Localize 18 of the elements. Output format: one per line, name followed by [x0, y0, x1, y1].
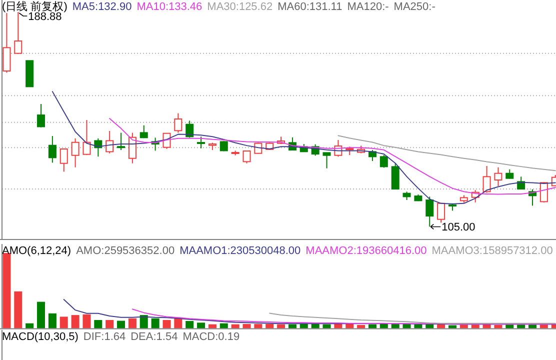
- text: MAAMO2:193660416.00: [306, 245, 427, 257]
- annotation: MA120:-: [347, 1, 390, 13]
- text: MAAMO3:158957312.00: [432, 245, 553, 257]
- text: MACD(10,30,5): [2, 331, 78, 343]
- annotation: MA60:131.11: [278, 1, 342, 13]
- annotation: 105.00: [442, 222, 476, 234]
- text: MAAMO1:230530048.00: [180, 245, 301, 257]
- text: MA30:125.62: [207, 1, 273, 13]
- annotation: MA250:-: [394, 1, 436, 13]
- text: MA5:132.90: [72, 1, 132, 13]
- annotation: AMO:259536352.00: [76, 245, 175, 257]
- text: MACD:0.19: [182, 331, 240, 343]
- chart-title: (日线 前复权): [2, 0, 68, 13]
- text: MA10:133.46: [136, 1, 202, 13]
- chart-title: AMO(6,12,24): [2, 245, 72, 257]
- text: DEA:1.54: [130, 331, 178, 343]
- text: DIF:1.64: [83, 331, 126, 343]
- annotation: 188.88: [28, 11, 62, 24]
